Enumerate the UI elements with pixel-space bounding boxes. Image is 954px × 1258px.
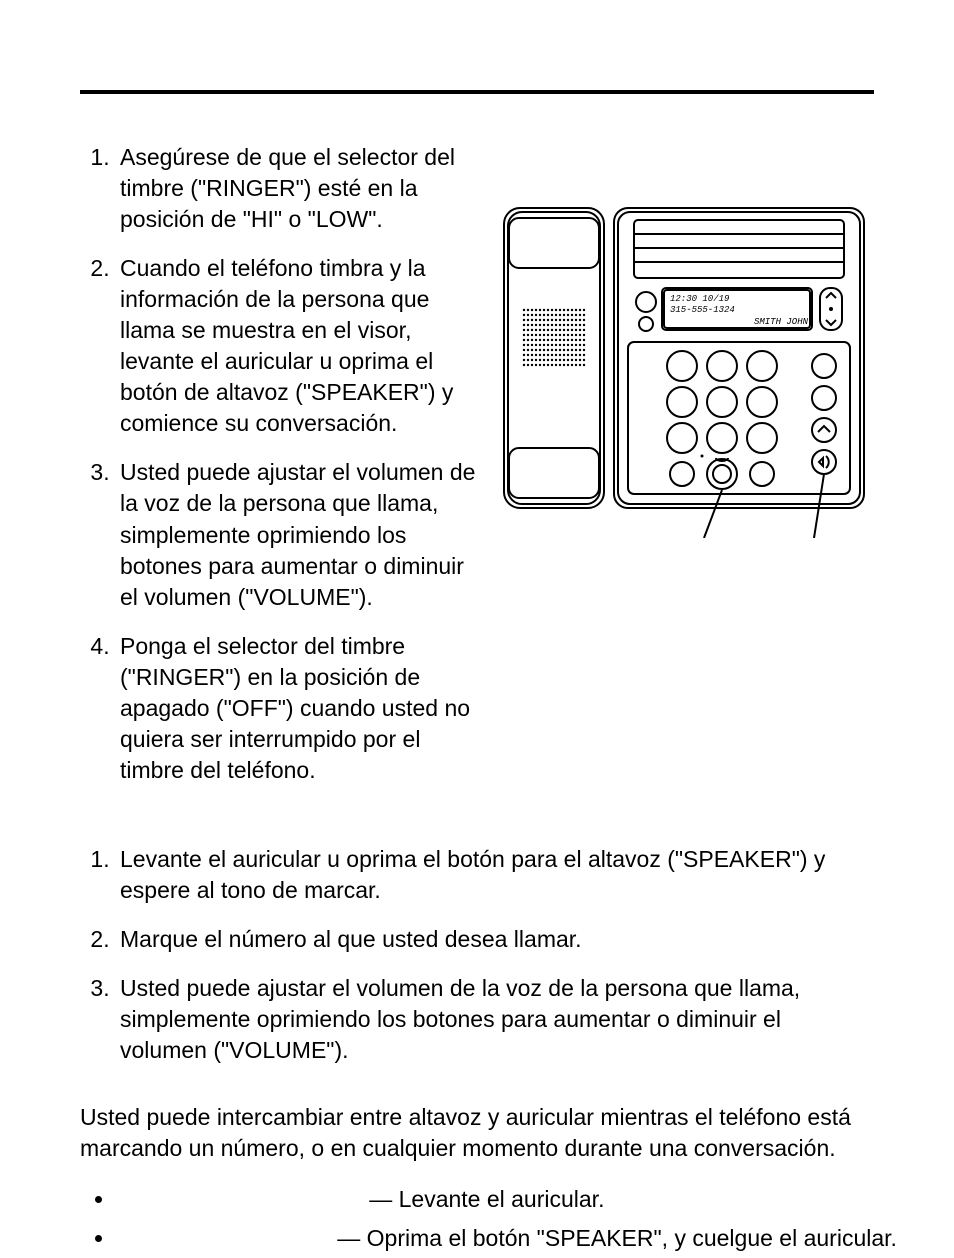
section3-item: — Levante el auricular. [116,1180,874,1219]
section3-item: — Oprima el botón "SPEAKER", y cuelgue e… [116,1219,874,1258]
display-line1: 12:30 10/19 [670,294,730,304]
section3-list: — Levante el auricular. — Oprima el botó… [80,1180,874,1258]
section2-item: Marque el número al que usted desea llam… [116,924,874,955]
section2-item: Levante el auricular u oprima el botón p… [116,844,874,906]
section1-item: Ponga el selector del timbre ("RINGER") … [116,631,484,786]
section1-item: Asegúrese de que el selector del timbre … [116,142,484,235]
upper-block: Asegúrese de que el selector del timbre … [80,142,874,804]
display-line2: 315-555-1324 [670,305,735,315]
phone-figure: 12:30 10/19 315-555-1324 SMITH JOHN [494,198,874,538]
section1: Asegúrese de que el selector del timbre … [80,142,484,804]
section1-list: Asegúrese de que el selector del timbre … [80,142,484,786]
section1-item: Cuando el teléfono timbra y la informaci… [116,253,484,439]
section2: Levante el auricular u oprima el botón p… [80,844,874,1066]
section2-list: Levante el auricular u oprima el botón p… [80,844,874,1066]
speaker-button-icon [812,450,836,474]
section3-intro: Usted puede intercambiar entre altavoz y… [80,1102,874,1164]
section1-item: Usted puede ajustar el volumen de la voz… [116,457,484,612]
top-rule [80,90,874,94]
display-line3: SMITH JOHN [754,317,809,327]
section3: Usted puede intercambiar entre altavoz y… [80,1102,874,1258]
section2-item: Usted puede ajustar el volumen de la voz… [116,973,874,1066]
